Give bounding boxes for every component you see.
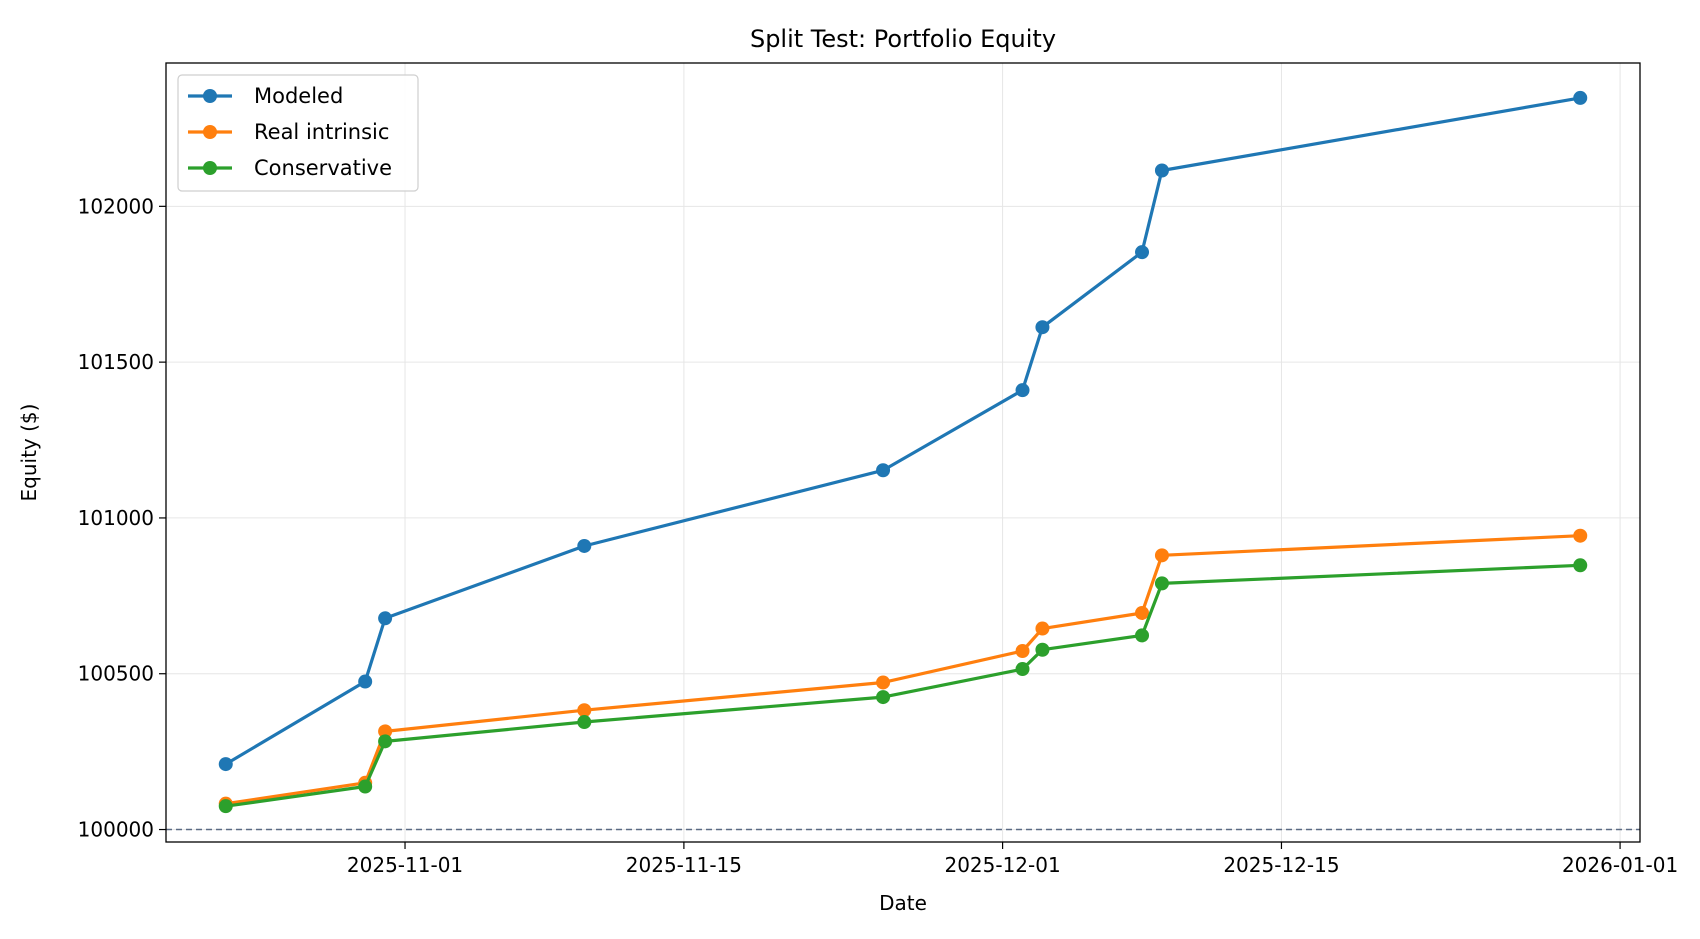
y-tick-label: 100000 (78, 818, 154, 842)
x-tick-label: 2025-11-15 (626, 853, 742, 877)
data-point (1154, 163, 1169, 178)
data-point (876, 675, 891, 690)
data-point (1573, 90, 1588, 105)
data-point (1035, 621, 1050, 636)
legend-box (177, 74, 419, 192)
plot-frame (165, 62, 1641, 843)
data-point (577, 715, 592, 730)
data-point (1035, 320, 1050, 335)
data-point (1573, 558, 1588, 573)
series-conservative (218, 558, 1588, 814)
legend-label: Modeled (254, 84, 343, 108)
data-point (1015, 662, 1030, 677)
data-point (378, 724, 393, 739)
series-line (224, 563, 1582, 808)
data-point (378, 611, 393, 626)
x-tick-label: 2025-11-01 (347, 853, 463, 877)
x-axis-label: Date (879, 891, 927, 915)
y-tick-label: 101000 (78, 506, 154, 530)
data-point (876, 463, 891, 478)
data-point (1015, 643, 1030, 658)
series-line (224, 96, 1582, 766)
chart-title: Split Test: Portfolio Equity (750, 25, 1056, 53)
data-point (1154, 576, 1169, 591)
data-point (1573, 528, 1588, 543)
legend-swatch-marker (203, 125, 217, 139)
x-tick-label: 2025-12-01 (944, 853, 1060, 877)
y-tick-label: 102000 (78, 194, 154, 218)
data-point (1135, 245, 1150, 260)
legend-label: Conservative (254, 156, 392, 180)
data-point (577, 538, 592, 553)
y-axis-label: Equity ($) (17, 404, 41, 502)
x-tick-label: 2025-12-15 (1223, 853, 1339, 877)
series-modeled (218, 90, 1588, 772)
data-point (1015, 383, 1030, 398)
data-point (876, 690, 891, 705)
y-tick-label: 101500 (78, 350, 154, 374)
data-point (1135, 605, 1150, 620)
y-tick-label: 100500 (78, 662, 154, 686)
legend-label: Real intrinsic (254, 120, 389, 144)
data-point (358, 779, 373, 794)
data-point (218, 757, 233, 772)
legend-swatch-marker (203, 89, 217, 103)
data-point (577, 703, 592, 718)
series-layer (218, 90, 1588, 814)
series-line (224, 534, 1582, 806)
y-axis-ticks: 100000 100500 101000 101500 102000 (78, 194, 166, 842)
data-point (1035, 642, 1050, 657)
data-point (358, 674, 373, 689)
data-point (218, 799, 233, 814)
data-point (1135, 628, 1150, 643)
series-real-intrinsic (218, 528, 1588, 811)
legend: Modeled Real intrinsic Conservative (177, 74, 419, 192)
data-point (378, 734, 393, 749)
x-tick-label: 2026-01-01 (1562, 853, 1678, 877)
data-point (1154, 548, 1169, 563)
legend-swatch-marker (203, 161, 217, 175)
x-axis-ticks: 2025-11-01 2025-11-15 2025-12-01 2025-12-15… (347, 842, 1678, 877)
